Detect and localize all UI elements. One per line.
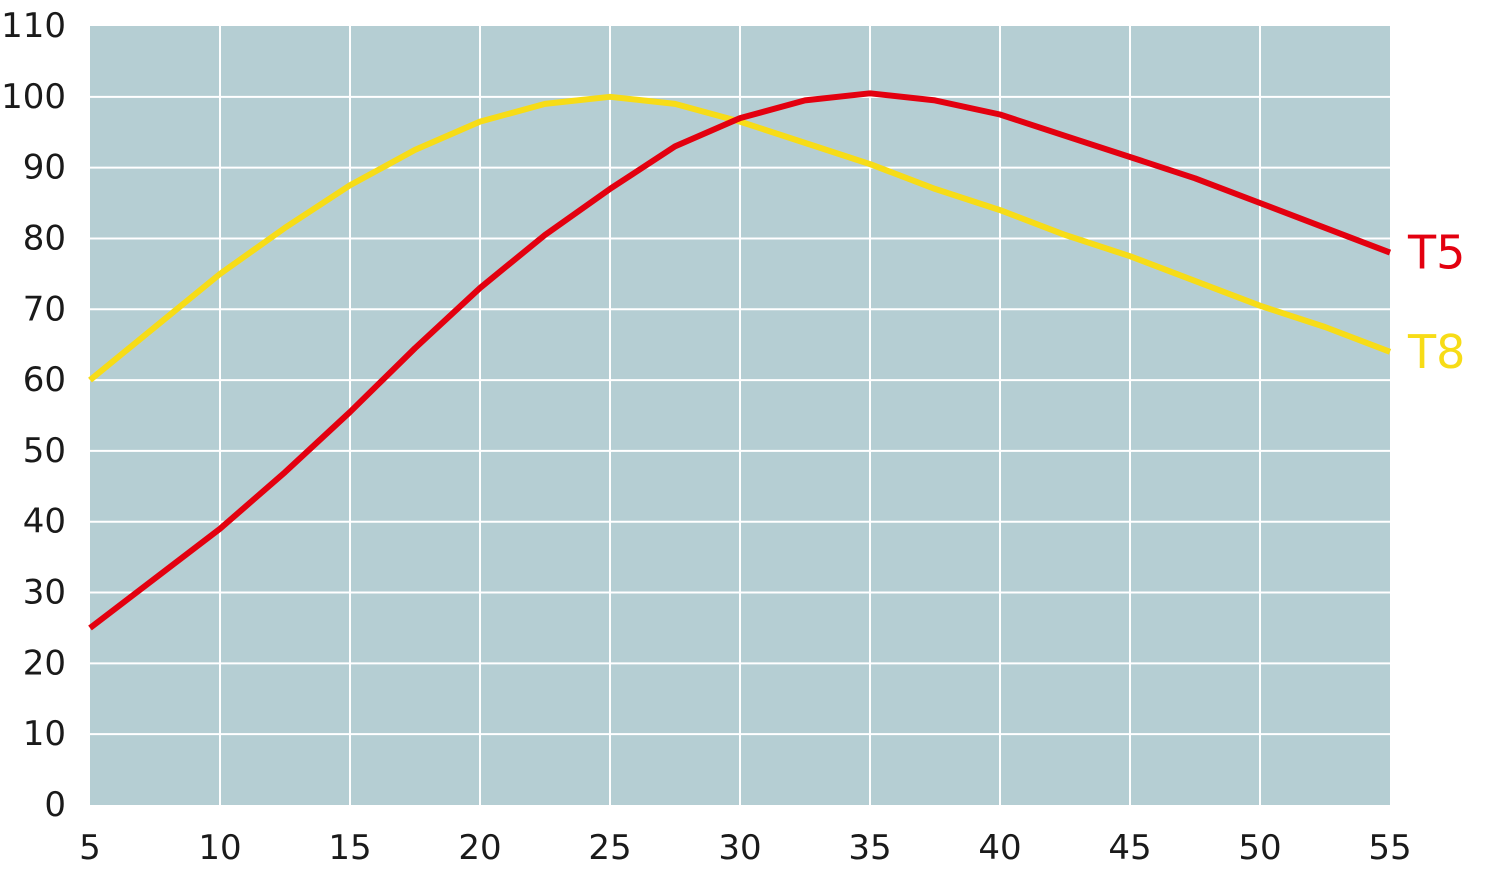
x-tick-label: 35 xyxy=(848,828,891,868)
y-tick-label: 40 xyxy=(23,502,66,542)
x-tick-label: 55 xyxy=(1368,828,1411,868)
y-tick-label: 50 xyxy=(23,431,66,471)
x-tick-label: 40 xyxy=(978,828,1021,868)
y-tick-label: 0 xyxy=(44,785,66,825)
series-label-t5: T5 xyxy=(1407,226,1465,280)
x-tick-label: 50 xyxy=(1238,828,1281,868)
y-tick-label: 90 xyxy=(23,148,66,188)
y-tick-label: 70 xyxy=(23,289,66,329)
y-tick-label: 10 xyxy=(23,714,66,754)
y-tick-label: 30 xyxy=(23,573,66,613)
x-tick-label: 15 xyxy=(328,828,371,868)
y-tick-label: 100 xyxy=(1,77,66,117)
y-tick-label: 80 xyxy=(23,218,66,258)
series-label-t8: T8 xyxy=(1407,325,1465,379)
y-tick-label: 60 xyxy=(23,360,66,400)
series-line-t5 xyxy=(88,90,1392,631)
grid-lines xyxy=(90,26,1390,805)
x-tick-label: 30 xyxy=(718,828,761,868)
series-labels: T5 T8 xyxy=(1407,226,1465,379)
x-tick-label: 45 xyxy=(1108,828,1151,868)
x-tick-label: 10 xyxy=(198,828,241,868)
x-tick-label: 5 xyxy=(79,828,101,868)
y-axis-tick-labels: 0 10 20 30 40 50 60 70 80 90 100 110 xyxy=(1,6,66,825)
x-axis-tick-labels: 5 10 15 20 25 30 35 40 45 50 55 xyxy=(79,828,1411,868)
x-tick-label: 20 xyxy=(458,828,501,868)
x-tick-label: 25 xyxy=(588,828,631,868)
y-tick-label: 110 xyxy=(1,6,66,46)
series-line-t8 xyxy=(88,93,1392,383)
series-lines xyxy=(88,90,1392,631)
y-tick-label: 20 xyxy=(23,643,66,683)
